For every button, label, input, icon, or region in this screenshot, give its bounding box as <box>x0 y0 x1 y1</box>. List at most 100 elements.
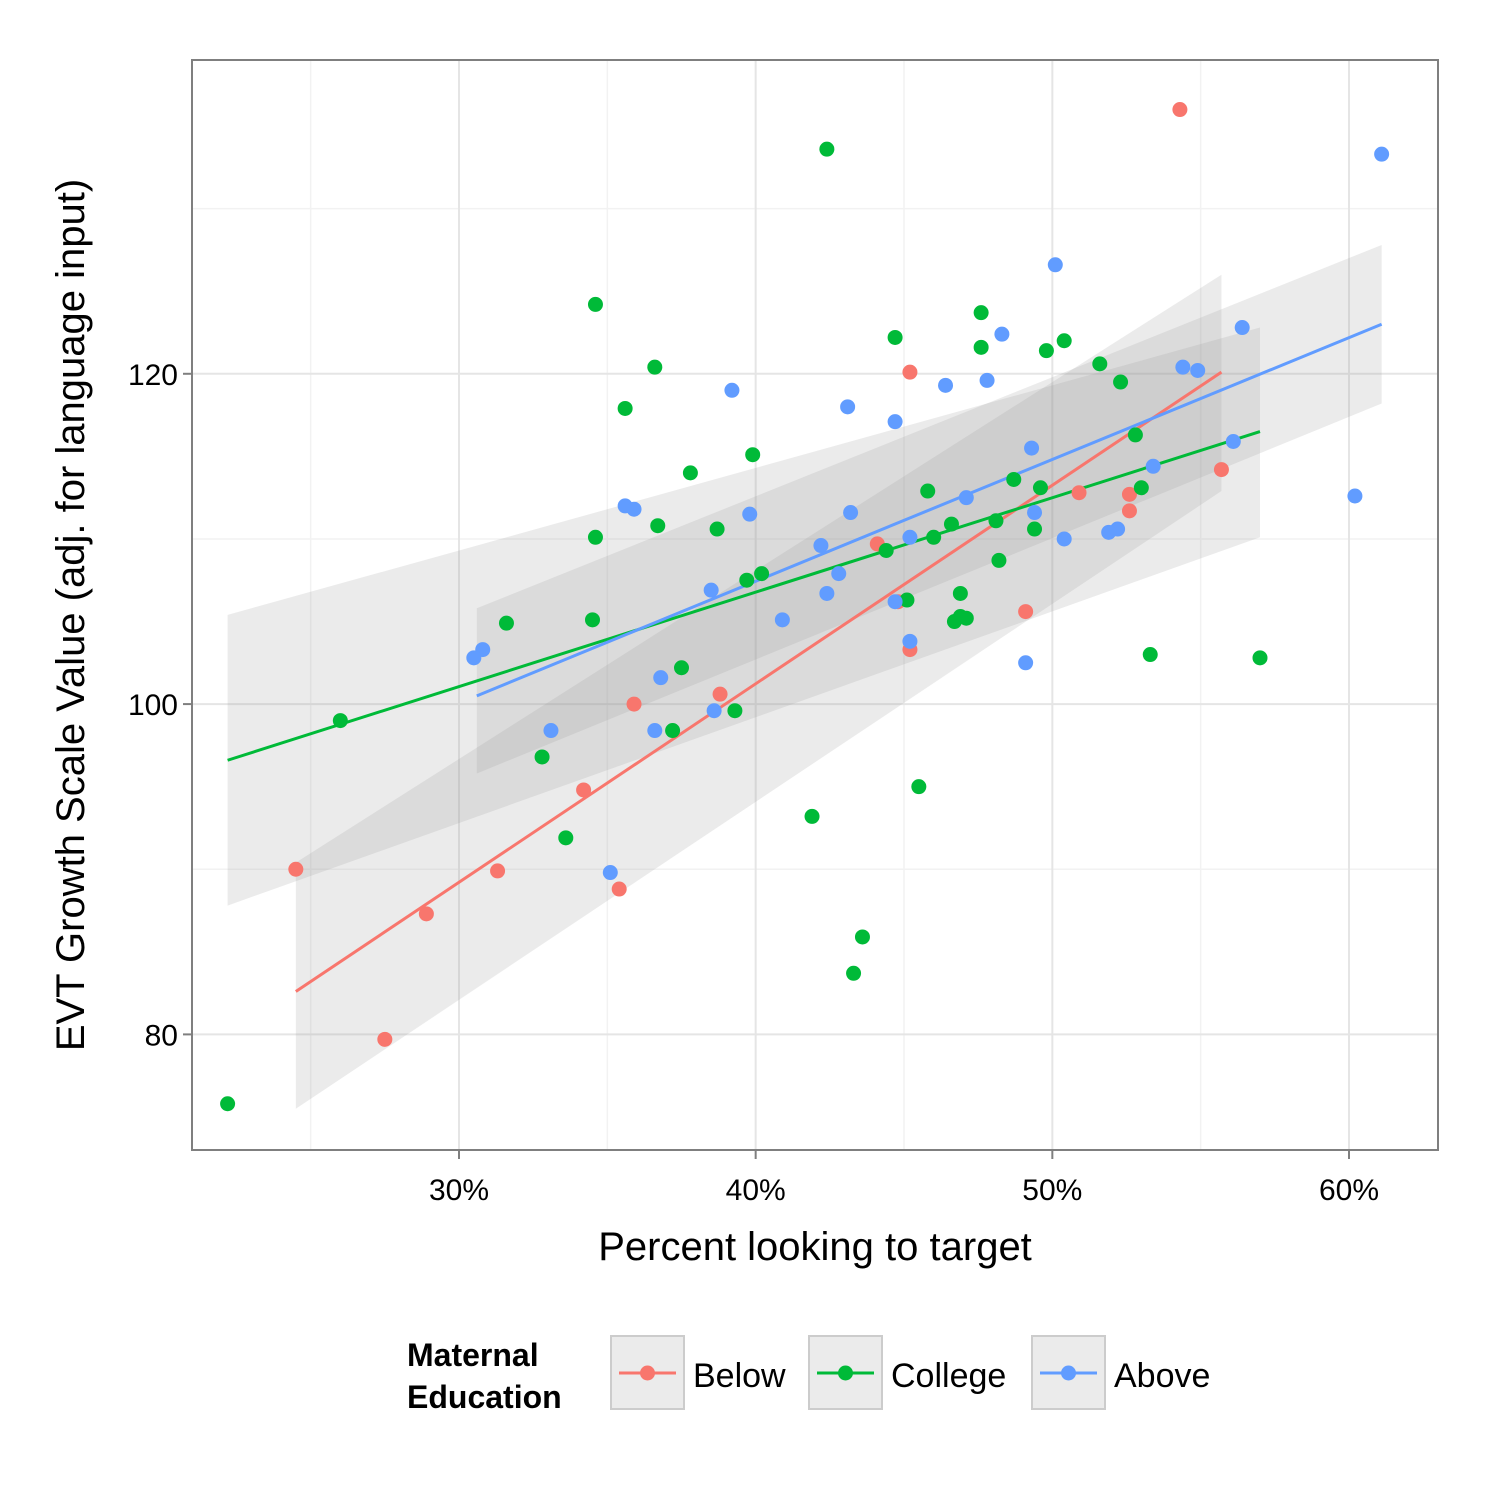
point-above <box>979 372 995 388</box>
point-college <box>745 447 761 463</box>
legend: Maternal Education Below College Above <box>407 1335 1210 1415</box>
point-college <box>1127 427 1143 443</box>
point-above <box>887 414 903 430</box>
point-college <box>1006 471 1022 487</box>
legend-key-point <box>1061 1365 1076 1381</box>
point-below <box>377 1031 393 1047</box>
point-college <box>943 516 959 532</box>
point-college <box>899 592 915 608</box>
point-above <box>1175 359 1191 375</box>
legend-item-above: Above <box>1031 1335 1210 1410</box>
point-college <box>1032 480 1048 496</box>
point-college <box>682 465 698 481</box>
point-below <box>712 686 728 702</box>
trend-lines <box>227 322 1383 993</box>
point-college <box>1252 650 1268 666</box>
legend-item-college: College <box>808 1335 1006 1410</box>
y-tick-label: 120 <box>128 359 178 392</box>
point-above <box>1190 362 1206 378</box>
point-below <box>418 906 434 922</box>
point-college <box>804 808 820 824</box>
point-college <box>587 529 603 545</box>
y-tick-label: 100 <box>128 689 178 722</box>
legend-label: Above <box>1114 1357 1210 1395</box>
x-axis-title: Percent looking to target <box>598 1225 1032 1269</box>
x-axis-ticks: 30% 40% 50% 60% <box>429 1150 1379 1207</box>
point-below <box>1121 486 1137 502</box>
point-below <box>1213 462 1229 478</box>
point-above <box>543 723 559 739</box>
point-college <box>819 141 835 157</box>
point-college <box>988 513 1004 529</box>
point-below <box>626 696 642 712</box>
point-college <box>617 400 633 416</box>
point-above <box>840 399 856 415</box>
point-college <box>665 723 681 739</box>
point-college <box>585 612 600 628</box>
trend-line-college <box>227 430 1261 762</box>
point-college <box>911 779 927 795</box>
legend-key-point <box>640 1365 655 1381</box>
x-tick-label: 40% <box>726 1174 786 1207</box>
point-above <box>1145 458 1161 474</box>
point-college <box>220 1096 236 1112</box>
point-above <box>1374 146 1390 162</box>
plot-panel <box>192 60 1438 1150</box>
x-tick-label: 30% <box>429 1174 489 1207</box>
point-below <box>1121 503 1137 519</box>
point-above <box>1234 320 1250 336</box>
point-below <box>490 863 506 879</box>
point-college <box>973 305 989 321</box>
point-college <box>958 610 974 626</box>
point-above <box>831 566 847 582</box>
point-below <box>576 782 592 798</box>
point-above <box>653 670 669 686</box>
point-college <box>1038 343 1054 359</box>
point-college <box>991 552 1007 568</box>
point-college <box>332 713 348 729</box>
point-above <box>902 633 918 649</box>
point-above <box>1101 524 1117 540</box>
point-below <box>288 861 304 877</box>
legend-title-line-1: Maternal <box>407 1337 539 1373</box>
point-above <box>742 506 758 522</box>
x-tick-label: 60% <box>1319 1174 1379 1207</box>
point-college <box>854 929 870 945</box>
point-below <box>1172 102 1188 118</box>
point-above <box>774 612 790 628</box>
point-above <box>1225 434 1241 449</box>
point-college <box>946 614 962 630</box>
point-above <box>706 703 722 719</box>
point-college <box>709 521 725 537</box>
point-college <box>674 660 689 676</box>
trend-line-above <box>476 322 1383 698</box>
point-above <box>958 490 974 506</box>
point-college <box>1113 374 1129 390</box>
point-below <box>902 364 918 380</box>
point-college <box>1027 521 1043 537</box>
plot-border <box>191 59 1439 1151</box>
point-college <box>952 585 968 601</box>
point-below <box>1071 485 1087 501</box>
data-points <box>220 102 1390 1112</box>
legend-title-line-2: Education <box>407 1379 562 1415</box>
point-above <box>724 382 740 398</box>
point-above <box>1056 531 1072 547</box>
point-above <box>1027 505 1043 521</box>
point-above <box>887 594 903 610</box>
point-above <box>703 582 719 598</box>
point-above <box>843 505 859 521</box>
point-college <box>647 359 663 375</box>
legend-label: College <box>891 1357 1006 1395</box>
point-college <box>1133 480 1149 496</box>
point-college <box>846 965 862 981</box>
point-college <box>534 749 550 765</box>
trend-line-below <box>294 370 1223 993</box>
point-above <box>1018 655 1034 671</box>
point-above <box>902 529 918 545</box>
confidence-band-college <box>227 327 1261 906</box>
legend-key-point <box>838 1365 853 1381</box>
y-axis-ticks: 80 100 120 <box>128 359 192 1052</box>
point-college <box>926 529 942 545</box>
